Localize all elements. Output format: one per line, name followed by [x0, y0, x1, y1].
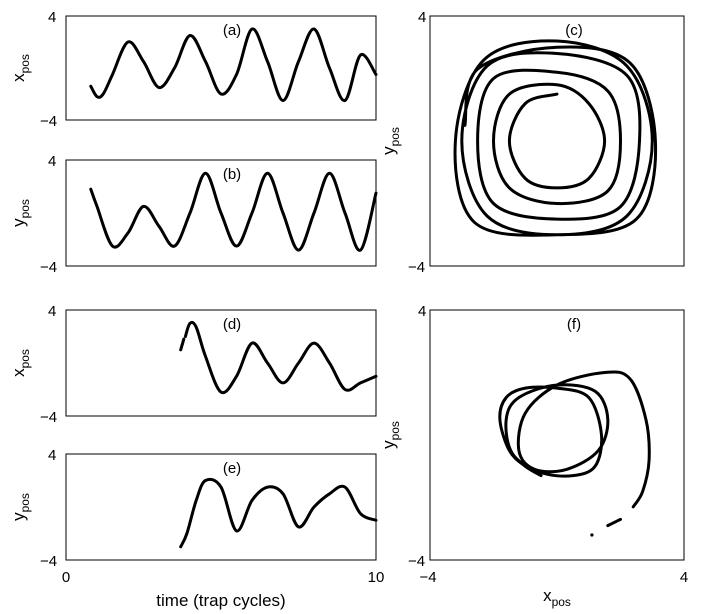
tick-c-ymax: 4 — [418, 9, 426, 26]
tick-b-ymin: −4 — [40, 259, 57, 276]
panel-b-frame — [65, 159, 377, 267]
xlabel-f: xpos — [543, 586, 571, 609]
xlabel-e: time (trap cycles) — [156, 591, 285, 610]
panel-label-c: (c) — [565, 22, 583, 39]
panel-a-frame — [65, 15, 377, 121]
panel-label-e: (e) — [223, 460, 241, 477]
tick-e-ymax: 4 — [48, 447, 56, 464]
tick-e-xmin: 0 — [62, 569, 70, 586]
panel-label-b: (b) — [223, 166, 241, 183]
tick-f-xmin: −4 — [419, 569, 436, 586]
panel-f-frame — [429, 309, 685, 561]
panel-e-frame — [65, 453, 377, 561]
panel-d-frame — [65, 309, 377, 417]
panel-label-f: (f) — [567, 316, 581, 333]
curves-layer — [89, 27, 658, 549]
ylabel-b: ypos — [9, 199, 32, 227]
ylabel-a: xpos — [9, 54, 32, 82]
panel-f-series-1 — [606, 517, 622, 528]
tick-a-ymax: 4 — [48, 9, 56, 26]
tick-a-ymin: −4 — [40, 113, 57, 130]
tick-d-ymax: 4 — [48, 303, 56, 320]
panel-f-point-2 — [590, 533, 594, 537]
tick-b-ymax: 4 — [48, 153, 56, 170]
panel-c-frame — [429, 15, 685, 267]
tick-e-xmax: 10 — [368, 569, 385, 586]
panel-c-series-0 — [453, 39, 658, 237]
panel-d-series-1 — [179, 337, 186, 352]
tick-f-xmax: 4 — [680, 569, 688, 586]
ylabel-f: ypos — [379, 421, 402, 449]
panel-a-series-0 — [89, 27, 378, 102]
ylabel-e: ypos — [9, 493, 32, 521]
tick-e-ymin: −4 — [40, 553, 57, 570]
panel-label-d: (d) — [223, 316, 241, 333]
panel-d-series-0 — [183, 320, 378, 395]
tick-f-ymax: 4 — [418, 303, 426, 320]
tick-f-ymin: −4 — [408, 553, 425, 570]
panel-b-series-0 — [89, 171, 378, 252]
ylabel-c: ypos — [379, 127, 402, 155]
tick-c-ymin: −4 — [408, 259, 425, 276]
ylabel-d: xpos — [9, 349, 32, 377]
panel-f-series-0 — [498, 370, 651, 509]
tick-marks — [65, 555, 685, 560]
panel-label-a: (a) — [223, 22, 241, 39]
panel-e-series-0 — [179, 477, 378, 549]
tick-d-ymin: −4 — [40, 409, 57, 426]
